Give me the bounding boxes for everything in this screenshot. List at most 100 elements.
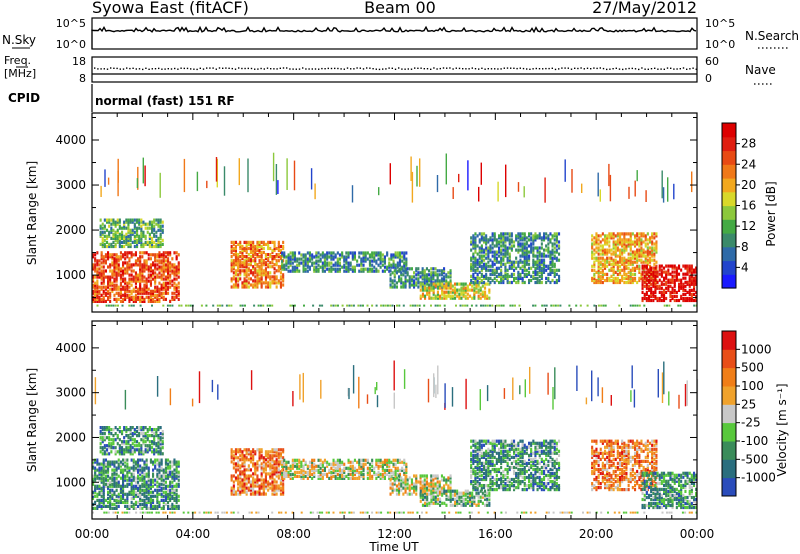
- echo-cell: [167, 265, 170, 269]
- echo-cell: [476, 276, 479, 280]
- echo-cell: [152, 484, 155, 488]
- echo-cell: [610, 278, 613, 283]
- echo-cell: [96, 476, 99, 480]
- echo-cell: [654, 290, 657, 294]
- echo-cell: [167, 291, 170, 295]
- echo-cell: [92, 474, 95, 478]
- echo-cell: [157, 446, 160, 450]
- echo-cell: [131, 438, 134, 442]
- nave-point: [250, 67, 253, 70]
- echo-cell: [171, 263, 174, 267]
- echo-cell: [379, 257, 382, 261]
- echo-cell: [593, 240, 596, 244]
- echo-cell: [532, 238, 535, 242]
- echo-cell: [126, 470, 129, 474]
- echo-cell: [289, 259, 292, 263]
- echo-cell: [653, 232, 656, 236]
- echo-cell: [660, 298, 663, 303]
- echo-cell: [102, 255, 105, 259]
- echo-cell: [695, 294, 698, 298]
- echo-cell: [159, 236, 162, 240]
- echo-cell: [243, 283, 246, 287]
- echo-cell: [304, 261, 307, 265]
- echo-cell: [92, 482, 95, 486]
- echo-cell: [491, 304, 494, 307]
- echo-cell: [121, 232, 124, 236]
- echo-cell: [591, 244, 594, 248]
- echo-cell: [413, 271, 416, 275]
- echo-cell: [487, 254, 490, 258]
- echo-cell: [171, 460, 174, 464]
- echo-cell: [525, 256, 528, 260]
- echo-cell: [119, 476, 122, 480]
- echo-cell: [449, 282, 452, 286]
- echo-cell: [117, 267, 120, 271]
- echo-cell: [695, 268, 698, 272]
- colorbar-tick-label: 16: [741, 199, 756, 213]
- echo-cell: [645, 278, 648, 282]
- echo-cell: [540, 246, 543, 250]
- echo-cell: [157, 244, 160, 249]
- echo-cell: [100, 470, 103, 474]
- echo-cell: [239, 242, 242, 246]
- echo-cell: [430, 296, 433, 300]
- echo-cell: [111, 460, 114, 464]
- echo-cell: [241, 458, 244, 462]
- echo-cell: [479, 288, 482, 292]
- echo-cell: [252, 271, 255, 275]
- echo-cell: [597, 268, 600, 272]
- echo-cell: [504, 272, 507, 276]
- echo-cell: [177, 289, 180, 293]
- echo-cell: [100, 490, 103, 494]
- echo-cell: [641, 284, 644, 288]
- nave-point: [401, 68, 403, 70]
- echo-cell: [111, 484, 114, 488]
- echo-cell: [500, 280, 503, 285]
- echo-cell: [234, 248, 237, 253]
- echo-cell: [319, 259, 322, 263]
- echo-cell: [555, 258, 558, 262]
- echo-cell: [640, 260, 643, 264]
- echo-cell: [392, 253, 395, 257]
- echo-cell: [289, 269, 292, 273]
- echo-cell: [408, 267, 411, 271]
- echo-cell: [130, 297, 133, 301]
- echo-cell: [149, 484, 152, 488]
- echo-cell: [673, 298, 676, 303]
- echo-cell: [96, 458, 99, 462]
- echo-cell: [164, 289, 167, 293]
- nave-point: [398, 67, 400, 69]
- echo-cell: [273, 263, 276, 267]
- echo-cell: [341, 255, 344, 259]
- echo-cell: [462, 290, 465, 294]
- echo-cell: [160, 293, 163, 297]
- echo-cell: [157, 444, 160, 448]
- echo-cell: [119, 269, 122, 273]
- echo-cell: [124, 460, 127, 464]
- echo-cell: [109, 496, 112, 500]
- echo-cell: [136, 218, 139, 222]
- echo-cell: [148, 226, 151, 230]
- echo-cell: [675, 266, 678, 270]
- echo-cell: [98, 466, 101, 470]
- echo-cell: [646, 252, 649, 256]
- echo-cell: [525, 240, 528, 244]
- echo-cell: [640, 238, 643, 242]
- echo-cell: [510, 238, 513, 242]
- echo-cell: [658, 296, 661, 301]
- echo-cell: [616, 234, 619, 238]
- echo-cell: [130, 458, 133, 462]
- echo-streak: [215, 157, 218, 182]
- echo-cell: [532, 246, 535, 250]
- echo-cell: [619, 256, 622, 260]
- echo-cell: [523, 266, 526, 270]
- echo-cell: [631, 276, 634, 280]
- echo-cell: [152, 468, 155, 472]
- echo-cell: [483, 236, 486, 240]
- echo-cell: [538, 266, 541, 270]
- echo-cell: [660, 292, 663, 296]
- echo-cell: [470, 248, 473, 252]
- echo-cell: [118, 452, 121, 456]
- echo-cell: [470, 304, 473, 307]
- echo-cell: [660, 268, 663, 272]
